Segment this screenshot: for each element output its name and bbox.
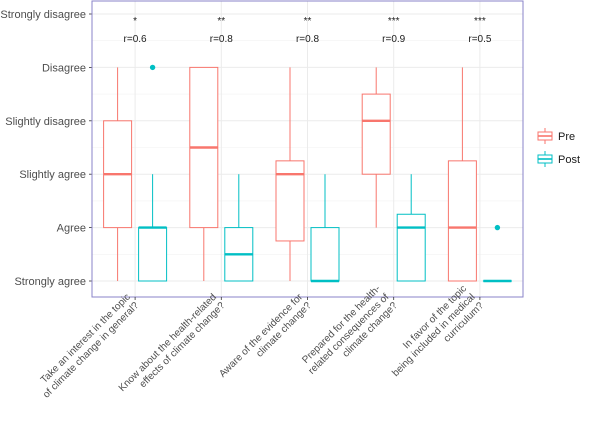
significance-stars: ** <box>304 16 312 27</box>
x-tick-label-line: Take an interest in the topic <box>39 292 133 386</box>
box-body <box>396 213 426 282</box>
y-tick-label: Agree <box>57 223 86 235</box>
significance-stars: ** <box>217 16 225 27</box>
effect-size-label: r=0.8 <box>210 34 234 45</box>
significance-stars: *** <box>474 16 486 27</box>
box-post-3 <box>310 174 340 283</box>
effect-size-label: r=0.6 <box>124 34 148 45</box>
y-axis-tick-labels: Strongly agree Agree Slightly agree Slightl… <box>0 9 92 288</box>
effect-size-label: r=0.5 <box>468 34 492 45</box>
box-body <box>138 227 168 282</box>
legend-label-pre: Pre <box>558 131 575 143</box>
boxes <box>103 64 512 283</box>
significance-stars: *** <box>388 16 400 27</box>
box-body <box>447 160 477 282</box>
x-tick-label: Aware of the evidence forclimate change? <box>217 291 314 388</box>
legend-label-post: Post <box>558 154 580 166</box>
x-tick-label-line: effects of climate change? <box>138 300 228 390</box>
box-pre-3 <box>275 67 305 281</box>
box-pre-4 <box>361 67 391 228</box>
x-tick-label-line: being included in medical <box>390 292 477 379</box>
y-tick-label: Slightly disagree <box>5 116 86 128</box>
x-tick-label: In favor of the topicbeing included in m… <box>382 283 486 387</box>
box-body <box>310 227 340 282</box>
significance-stars: * <box>133 16 137 27</box>
x-tick-label-line: related consequences of <box>307 292 392 377</box>
effect-size-label: r=0.9 <box>382 34 406 45</box>
box-post-1 <box>138 64 168 282</box>
y-tick-label: Slightly agree <box>19 169 86 181</box>
legend: Pre Post <box>537 128 580 167</box>
x-axis-tick-labels: Take an interest in the topicof climate … <box>39 283 486 400</box>
x-tick-label: Prepared for the health-related conseque… <box>298 283 400 385</box>
legend-key-pre <box>537 128 553 144</box>
box-pre-2 <box>189 66 219 281</box>
outlier-point <box>149 64 156 71</box>
outlier-point <box>494 224 501 231</box>
box-post-4 <box>396 174 426 282</box>
y-tick-label: Strongly disagree <box>0 9 86 21</box>
y-tick-label: Disagree <box>42 62 86 74</box>
effect-size-label: r=0.8 <box>296 34 320 45</box>
significance-annotations: * r=0.6 ** r=0.8 ** r=0.8 *** r=0.9 *** r=0.5 <box>124 16 492 45</box>
box-post-5 <box>482 224 512 283</box>
box-pre-5 <box>447 67 477 282</box>
legend-key-post <box>537 151 553 167</box>
box-body <box>275 160 305 242</box>
box-pre-1 <box>103 67 133 281</box>
box-post-2 <box>224 174 254 282</box>
x-tick-label-line: Aware of the evidence for <box>217 291 305 379</box>
y-tick-label: Strongly agree <box>14 276 86 288</box>
box-body <box>361 93 391 175</box>
